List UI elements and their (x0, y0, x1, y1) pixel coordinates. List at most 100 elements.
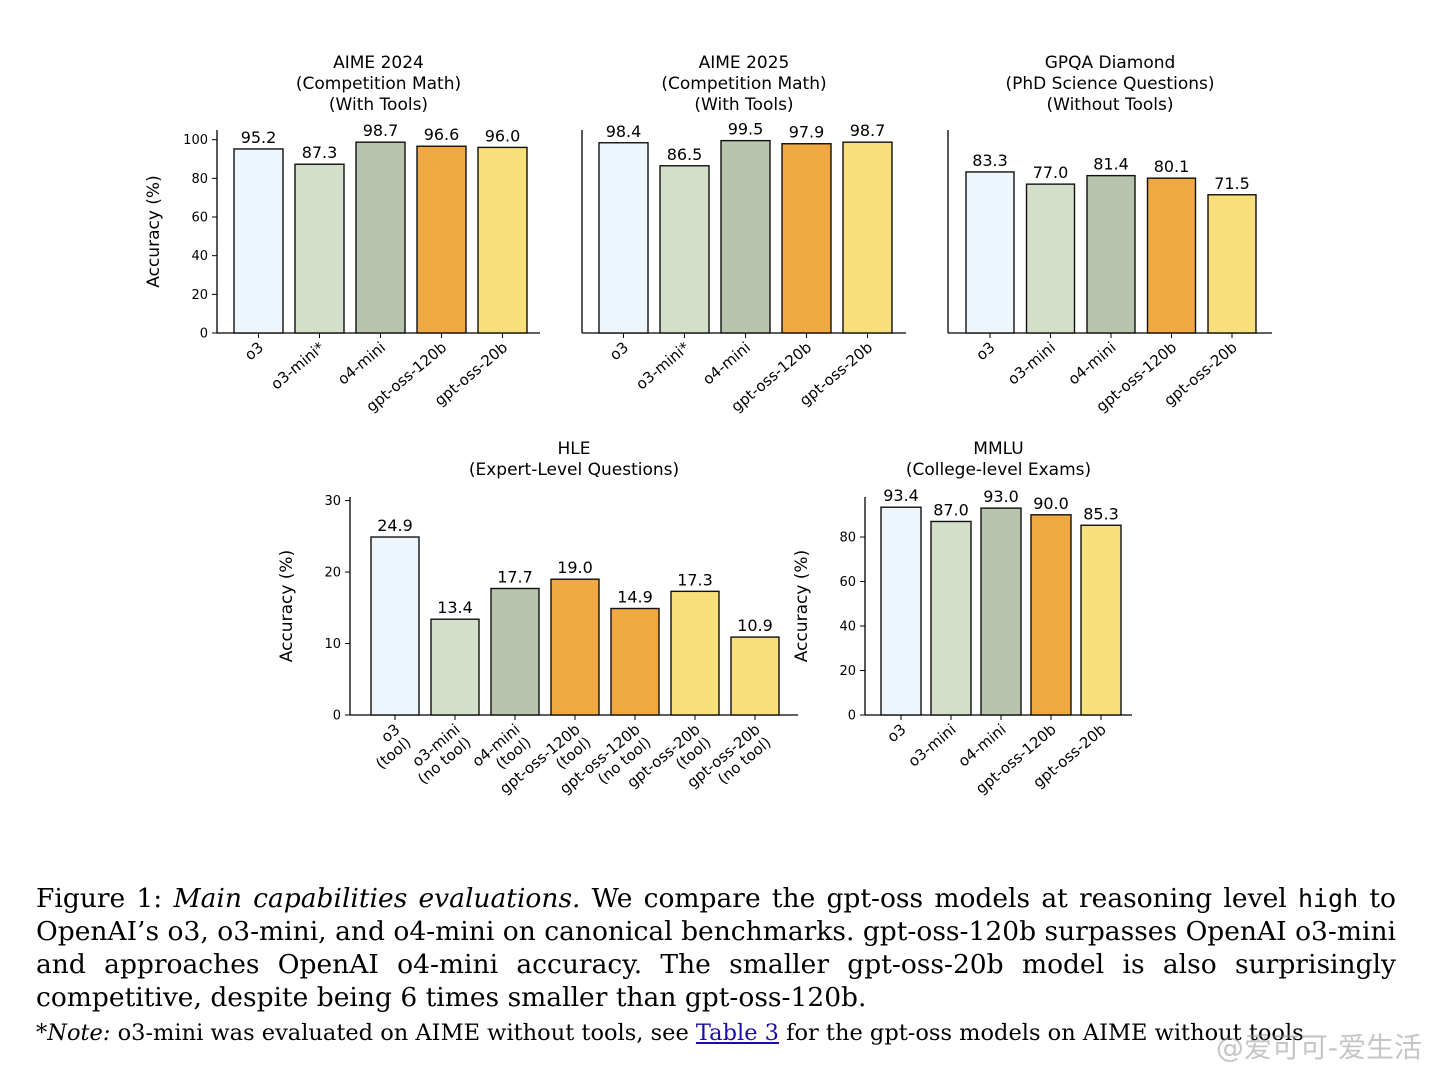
bar (416, 145, 467, 334)
bar (1080, 524, 1122, 716)
x-tick-label: o3-mini* (267, 338, 328, 393)
bar (930, 520, 972, 716)
x-tick-label: o4-mini (334, 338, 389, 388)
data-label: 85.3 (1083, 504, 1119, 523)
chart-title: GPQA Diamond (1045, 53, 1176, 73)
data-label: 19.0 (557, 558, 593, 577)
y-tick-label: 30 (324, 494, 341, 509)
y-tick-label: 100 (183, 133, 208, 148)
bar (598, 142, 649, 334)
bar (1207, 194, 1257, 334)
caption-title: Main capabilities evaluations. (173, 883, 581, 914)
data-label: 98.7 (363, 121, 399, 140)
caption-label: Figure 1: (36, 883, 163, 914)
x-tick-label-line: o3 (241, 338, 267, 364)
caption-text-1: We compare the gpt-oss models at reasoni… (591, 883, 1287, 914)
data-label: 17.7 (497, 567, 533, 586)
y-axis-label: Accuracy (%) (144, 175, 164, 287)
bar (720, 139, 771, 334)
data-label: 13.4 (437, 598, 473, 617)
watermark: @爱可可-爱生活 (1215, 1031, 1422, 1064)
data-label: 87.0 (933, 500, 969, 519)
chart-title: (With Tools) (694, 95, 793, 115)
data-label: 96.6 (424, 125, 460, 144)
bar (842, 141, 893, 334)
note-text-2: for the gpt-oss models on AIME without t… (786, 1020, 1304, 1046)
data-label: 96.0 (485, 126, 521, 145)
bar (550, 578, 600, 716)
chart-title: HLE (558, 439, 591, 459)
x-tick-label-line: o4-mini (1065, 338, 1120, 388)
bar (477, 146, 528, 334)
table-3-link[interactable]: Table 3 (695, 1020, 779, 1046)
bar (965, 171, 1015, 334)
y-tick-label: 60 (839, 575, 856, 590)
bar (781, 143, 832, 334)
chart-title: (Without Tools) (1047, 95, 1174, 115)
data-label: 95.2 (241, 128, 277, 147)
figure-caption: Figure 1: Main capabilities evaluations.… (36, 882, 1396, 1014)
data-label: 87.3 (302, 143, 338, 162)
x-tick-label: o3-mini (905, 720, 960, 770)
bar (370, 536, 420, 716)
x-tick-label: o3-mini* (632, 338, 693, 393)
data-label: 80.1 (1154, 157, 1190, 176)
y-tick-label: 20 (839, 664, 856, 679)
y-axis-label: Accuracy (%) (792, 550, 812, 662)
x-tick-label-line: o3-mini* (632, 338, 693, 393)
data-label: 93.4 (883, 486, 919, 505)
benchmark-charts: AIME 2024(Competition Math) (With Tools) 0… (144, 53, 1272, 798)
y-tick-label: 40 (839, 620, 856, 635)
x-tick-label-line: o3-mini (905, 720, 960, 770)
data-label: 24.9 (377, 516, 413, 535)
chart-panel-4: HLE(Expert-Level Questions) 0 10 20 30 Accura… (277, 439, 798, 798)
y-tick-label: 0 (333, 709, 341, 724)
x-tick-label: o3 (973, 338, 999, 364)
chart-title: AIME 2024 (333, 53, 424, 73)
y-tick-label: 80 (839, 531, 856, 546)
x-tick-label: o3-mini(no tool) (403, 720, 474, 788)
x-tick-label-line: o4-mini (699, 338, 754, 388)
x-tick-label-line: o3-mini (1004, 338, 1059, 388)
data-label: 10.9 (737, 616, 773, 635)
chart-title: AIME 2025 (699, 53, 790, 73)
bar (294, 163, 345, 334)
x-tick-label: o3-mini (1004, 338, 1059, 388)
x-tick-label-line: o3 (973, 338, 999, 364)
chart-panel-3: GPQA Diamond(PhD Science Questions)(With… (947, 53, 1272, 416)
bar (490, 587, 540, 716)
x-tick-label: o3(tool) (361, 720, 414, 773)
data-label: 81.4 (1093, 155, 1129, 174)
data-label: 98.4 (606, 122, 642, 141)
y-tick-label: 20 (324, 566, 341, 581)
bar (610, 607, 660, 716)
y-tick-label: 60 (191, 211, 208, 226)
chart-title: MMLU (973, 439, 1023, 459)
x-tick-label: o3 (884, 720, 910, 746)
y-axis-label: Accuracy (%) (277, 550, 297, 662)
bar (1025, 183, 1076, 334)
figure-note: *Note: o3-mini was evaluated on AIME wit… (36, 1018, 1436, 1048)
data-label: 71.5 (1214, 174, 1250, 193)
data-label: 14.9 (617, 588, 653, 607)
bar (1086, 174, 1136, 334)
data-label: 17.3 (677, 570, 713, 589)
data-label: 86.5 (667, 145, 703, 164)
chart-panel-2: AIME 2025(Competition Math)(With Tools) 9… (581, 53, 906, 416)
chart-panel-1: AIME 2024(Competition Math)(With Tools) 0… (144, 53, 540, 416)
x-tick-label: o3 (241, 338, 267, 364)
x-tick-label-line: o3 (884, 720, 910, 746)
bar (1030, 514, 1072, 716)
data-label: 90.0 (1033, 494, 1069, 513)
data-label: 83.3 (972, 151, 1008, 170)
y-tick-label: 40 (191, 249, 208, 264)
x-tick-label: o4-mini (1065, 338, 1120, 388)
y-tick-label: 0 (848, 709, 856, 724)
y-tick-label: 20 (191, 288, 208, 303)
bar (355, 141, 406, 334)
bar (730, 636, 780, 716)
chart-title: (Expert-Level Questions) (469, 460, 679, 480)
chart-title: (PhD Science Questions) (1006, 74, 1215, 94)
data-label: 97.9 (789, 123, 825, 142)
chart-title: (Competition Math) (296, 74, 461, 94)
